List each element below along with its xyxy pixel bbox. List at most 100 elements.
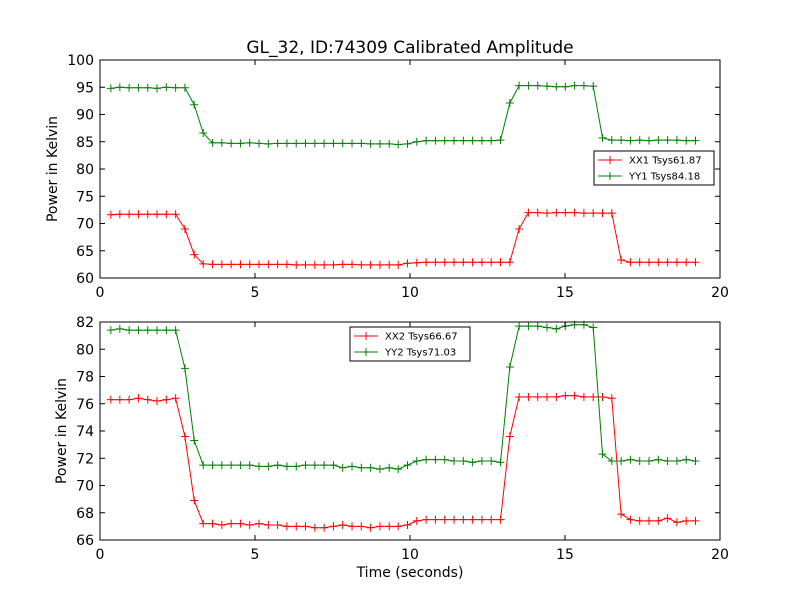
y-tick-label: 78: [76, 370, 94, 386]
data-point: [143, 326, 152, 335]
data-point: [357, 260, 366, 269]
data-point: [171, 83, 180, 92]
data-point: [357, 522, 366, 531]
data-point: [106, 210, 115, 219]
data-point: [422, 136, 431, 145]
data-point: [366, 139, 375, 148]
data-point: [134, 210, 143, 219]
data-point: [143, 395, 152, 404]
data-point: [115, 324, 124, 333]
data-point: [282, 260, 291, 269]
data-point: [672, 456, 681, 465]
plot-frame: [99, 59, 721, 279]
data-point: [663, 514, 672, 523]
data-point: [543, 82, 552, 91]
data-point: [663, 456, 672, 465]
data-point: [663, 258, 672, 267]
data-point: [190, 496, 199, 505]
data-point: [125, 83, 134, 92]
data-point: [199, 519, 208, 528]
data-point: [236, 519, 245, 528]
data-point: [282, 139, 291, 148]
data-point: [561, 391, 570, 400]
data-point: [440, 515, 449, 524]
data-point: [282, 462, 291, 471]
x-tick-label: 10: [401, 285, 419, 301]
series-yy1: [106, 81, 700, 149]
data-point: [598, 450, 607, 459]
data-point: [496, 458, 505, 467]
data-point: [264, 521, 273, 530]
data-point: [663, 136, 672, 145]
y-tick-label: 80: [76, 162, 94, 178]
data-point: [190, 100, 199, 109]
data-point: [301, 260, 310, 269]
data-point: [329, 139, 338, 148]
y-tick-label: 82: [76, 315, 94, 331]
data-point: [561, 82, 570, 91]
legend-xx1-marker: [606, 156, 614, 164]
data-point: [310, 523, 319, 532]
data-point: [375, 260, 384, 269]
data-point: [607, 136, 616, 145]
data-point: [654, 258, 663, 267]
ticks-layer: 0 5 10 15 20 66 68 70 72 74 76 78 80 82: [76, 315, 729, 563]
data-point: [134, 326, 143, 335]
data-point: [515, 224, 524, 233]
data-point: [394, 140, 403, 149]
data-point: [357, 139, 366, 148]
data-point: [115, 83, 124, 92]
data-point: [635, 516, 644, 525]
data-point: [199, 129, 208, 138]
legend: XX1 Tsys61.87 YY1 Tsys84.18: [593, 150, 715, 186]
data-point: [617, 456, 626, 465]
data-point: [310, 260, 319, 269]
legend-yy2-marker: [362, 348, 370, 356]
data-point: [468, 136, 477, 145]
data-point: [440, 455, 449, 464]
data-point: [245, 260, 254, 269]
data-point: [190, 250, 199, 259]
data-point: [180, 432, 189, 441]
x-tick-label: 15: [556, 285, 574, 301]
data-point: [533, 81, 542, 90]
data-point: [552, 392, 561, 401]
data-point: [208, 461, 217, 470]
data-point: [338, 521, 347, 530]
data-point: [292, 260, 301, 269]
y-tick-label: 80: [76, 342, 94, 358]
data-point: [403, 521, 412, 530]
data-point: [366, 260, 375, 269]
data-point: [552, 208, 561, 217]
data-point: [431, 258, 440, 267]
data-point: [524, 81, 533, 90]
data-point: [598, 209, 607, 218]
data-point: [264, 260, 273, 269]
data-point: [329, 461, 338, 470]
series-layer: [106, 81, 700, 269]
data-point: [366, 463, 375, 472]
data-point: [561, 208, 570, 217]
data-point: [505, 362, 514, 371]
data-point: [450, 136, 459, 145]
data-point: [143, 210, 152, 219]
data-point: [672, 258, 681, 267]
data-point: [366, 523, 375, 532]
data-point: [282, 522, 291, 531]
data-point: [199, 461, 208, 470]
data-point: [255, 462, 264, 471]
data-point: [292, 522, 301, 531]
data-point: [153, 326, 162, 335]
data-point: [125, 210, 134, 219]
data-point: [375, 139, 384, 148]
data-point: [626, 455, 635, 464]
data-point: [496, 515, 505, 524]
series-line-yy1: [110, 85, 696, 146]
legend-box: [593, 150, 715, 186]
data-point: [654, 136, 663, 145]
data-point: [171, 394, 180, 403]
data-point: [524, 392, 533, 401]
data-point: [329, 260, 338, 269]
data-point: [682, 258, 691, 267]
